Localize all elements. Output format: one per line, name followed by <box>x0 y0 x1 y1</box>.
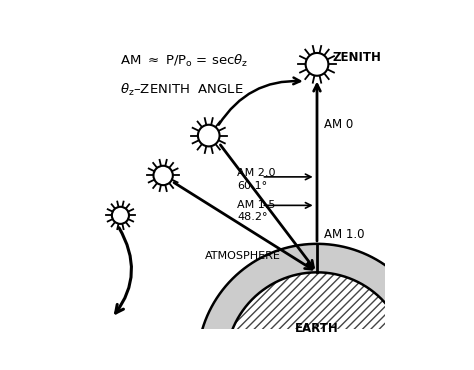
Text: ZENITH: ZENITH <box>333 51 382 64</box>
Text: $\theta_{\rm z}$–ZENITH  ANGLE: $\theta_{\rm z}$–ZENITH ANGLE <box>120 81 244 98</box>
Text: AM 0: AM 0 <box>324 118 354 131</box>
Circle shape <box>198 125 219 147</box>
Text: ATMOSPHERE: ATMOSPHERE <box>205 251 281 261</box>
Text: AM 1.5
48.2°: AM 1.5 48.2° <box>237 200 275 222</box>
Circle shape <box>112 207 129 224</box>
Text: AM 1.0: AM 1.0 <box>324 228 365 241</box>
Circle shape <box>306 53 328 76</box>
Text: AM 2.0
60.1°: AM 2.0 60.1° <box>237 168 276 191</box>
Wedge shape <box>226 272 408 363</box>
Circle shape <box>154 166 173 185</box>
Wedge shape <box>197 244 437 363</box>
Text: EARTH: EARTH <box>295 322 339 335</box>
Text: AM $\approx$ P/P$_{\rm o}$ = sec$\theta$$_{\rm z}$: AM $\approx$ P/P$_{\rm o}$ = sec$\theta$… <box>120 53 249 69</box>
